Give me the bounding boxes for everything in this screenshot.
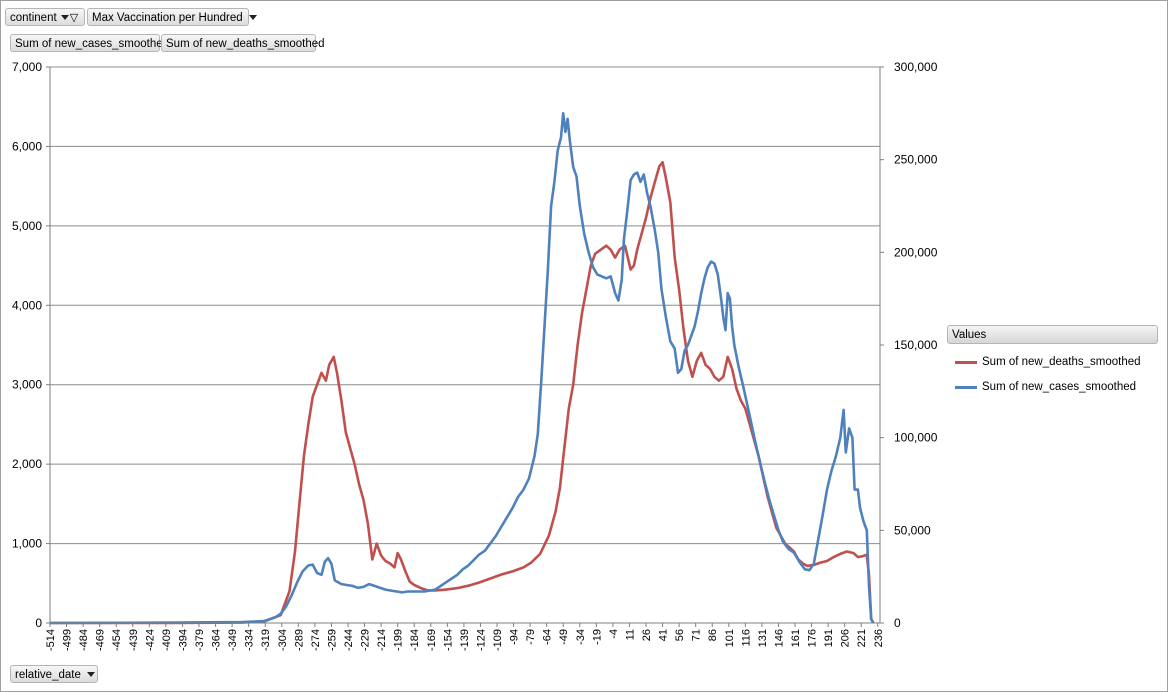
x-tick-label: -364 [211,629,223,651]
x-tick-label: 41 [658,629,670,641]
y-left-tick-label: 5,000 [12,219,42,233]
y-left-tick-label: 3,000 [12,378,42,392]
x-tick-label: -514 [45,629,57,651]
y-right-tick-label: 0 [894,616,901,630]
dropdown-arrow-icon [248,15,257,21]
y-left-tick-label: 1,000 [12,537,42,551]
x-tick-label: -409 [161,629,173,651]
x-tick-label: -49 [558,629,570,645]
legend-swatch-cases [955,386,977,389]
x-tick-label: -289 [293,629,305,651]
x-tick-label: -349 [227,629,239,651]
y-right-tick-label: 50,000 [894,523,931,537]
x-tick-label: -19 [591,629,603,645]
x-tick-label: -274 [310,629,322,651]
x-tick-label: -199 [393,629,405,651]
x-tick-label: 86 [707,629,719,641]
x-tick-label: -4 [608,629,620,639]
x-tick-label: 131 [757,629,769,647]
x-tick-label: 116 [740,629,752,647]
x-tick-label: -214 [376,629,388,651]
x-tick-label: -499 [62,629,74,651]
relative-date-axis-field-label: relative_date [15,669,81,681]
y-right-tick-label: 150,000 [894,338,938,352]
legend-item-deaths: Sum of new_deaths_smoothed [947,350,1158,375]
x-tick-label: -94 [509,629,521,645]
x-tick-label: -439 [128,629,140,651]
dropdown-arrow-icon [60,15,69,21]
y-left-tick-label: 4,000 [12,298,42,312]
y-right-tick-label: 300,000 [894,60,938,74]
y-left-tick-label: 2,000 [12,457,42,471]
continent-filter-button[interactable]: continent ▽ [5,8,85,26]
legend-label-deaths: Sum of new_deaths_smoothed [982,356,1141,368]
cases-value-field-button[interactable]: Sum of new_cases_smoothed [10,34,169,52]
series-line-deaths [50,161,875,625]
x-tick-label: 101 [724,629,736,647]
chart-legend: Values Sum of new_deaths_smoothed Sum of… [947,325,1158,465]
dropdown-arrow-icon [86,672,95,678]
x-tick-label: 236 [873,629,885,647]
x-tick-label: -154 [442,629,454,651]
x-tick-label: -109 [492,629,504,651]
y-left-tick-label: 0 [35,616,42,630]
relative-date-axis-field-button[interactable]: relative_date [10,665,98,683]
x-tick-label: -469 [95,629,107,651]
x-tick-label: -124 [475,629,487,651]
x-tick-label: -229 [360,629,372,651]
max-vaccination-filter-label: Max Vaccination per Hundred [92,12,243,24]
x-tick-label: 206 [840,629,852,647]
x-tick-label: -34 [575,629,587,645]
legend-title: Values [947,325,1158,344]
x-tick-label: -424 [144,629,156,651]
x-tick-label: -79 [525,629,537,645]
x-tick-label: -244 [343,629,355,651]
x-tick-label: 71 [691,629,703,641]
x-tick-label: 191 [823,629,835,647]
x-tick-label: 56 [674,629,686,641]
cases-value-field-label: Sum of new_cases_smoothed [15,38,170,50]
x-tick-label: 26 [641,629,653,641]
y-right-tick-label: 100,000 [894,431,938,445]
continent-filter-label: continent [10,12,57,24]
deaths-value-field-label: Sum of new_deaths_smoothed [166,38,325,50]
x-tick-label: 146 [773,629,785,647]
y-right-tick-label: 250,000 [894,153,938,167]
legend-item-cases: Sum of new_cases_smoothed [947,375,1158,400]
x-tick-label: 161 [790,629,802,647]
x-tick-label: -454 [111,629,123,651]
x-tick-label: 221 [856,629,868,647]
x-tick-label: -169 [426,629,438,651]
legend-swatch-deaths [955,361,977,364]
legend-label-cases: Sum of new_cases_smoothed [982,381,1137,393]
x-tick-label: -304 [277,629,289,651]
x-tick-label: -319 [260,629,272,651]
y-left-tick-label: 6,000 [12,139,42,153]
max-vaccination-filter-button[interactable]: Max Vaccination per Hundred [87,8,257,26]
deaths-value-field-button[interactable]: Sum of new_deaths_smoothed [161,34,325,52]
x-tick-label: -259 [326,629,338,651]
x-tick-label: -484 [78,629,90,651]
x-tick-label: -394 [177,629,189,651]
series-line-cases [49,112,875,625]
y-right-tick-label: 200,000 [894,245,938,259]
x-tick-label: -139 [459,629,471,651]
x-tick-label: -379 [194,629,206,651]
x-tick-label: 11 [624,629,636,640]
x-tick-label: -184 [409,629,421,651]
filter-funnel-icon: ▽ [69,12,79,24]
x-tick-label: -334 [244,629,256,651]
y-left-tick-label: 7,000 [12,60,42,74]
x-tick-label: -64 [542,629,554,645]
x-tick-label: 176 [807,629,819,647]
